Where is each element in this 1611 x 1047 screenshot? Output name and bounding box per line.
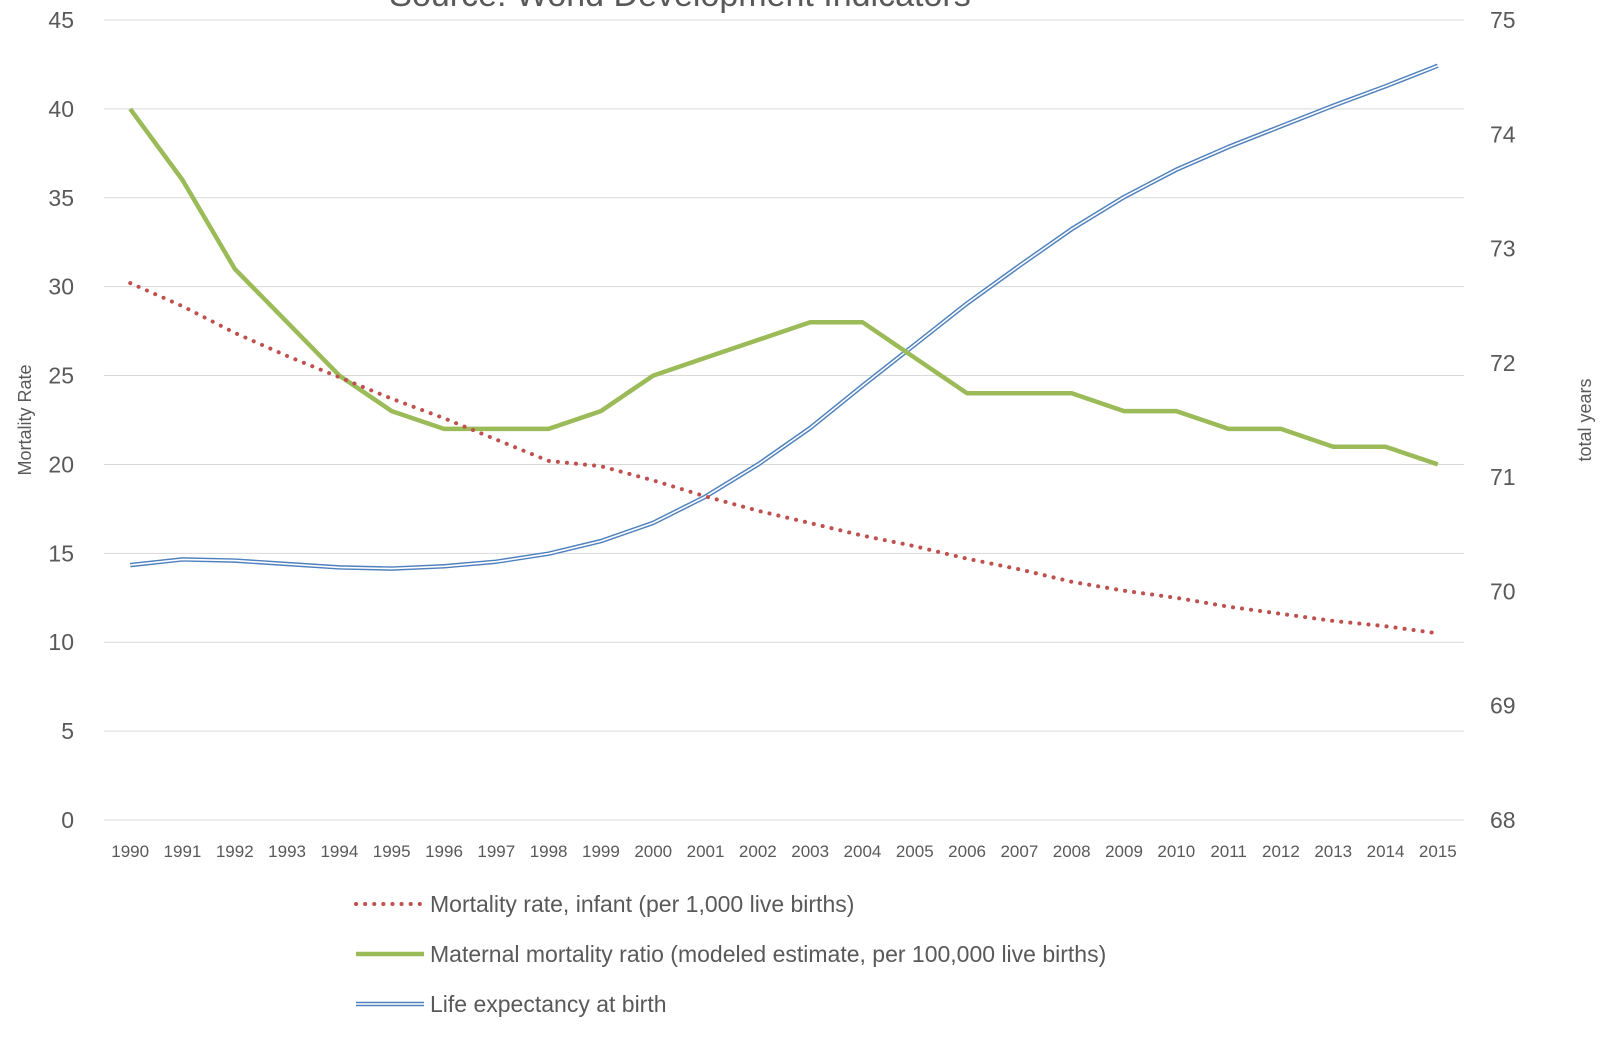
left-tick-label: 5 [61, 718, 74, 744]
x-tick-label: 1990 [111, 842, 149, 861]
left-tick-label: 15 [48, 540, 74, 566]
left-tick-label: 45 [48, 7, 74, 33]
x-tick-label: 1992 [216, 842, 254, 861]
x-tick-label: 2012 [1262, 842, 1300, 861]
right-tick-label: 72 [1490, 350, 1516, 376]
left-tick-label: 25 [48, 363, 74, 389]
gridlines [104, 19, 1464, 821]
x-tick-label: 2000 [634, 842, 672, 861]
x-tick-label: 2008 [1053, 842, 1091, 861]
left-tick-label: 0 [61, 807, 74, 833]
x-tick-label: 2014 [1367, 842, 1405, 861]
legend-label: Life expectancy at birth [430, 991, 667, 1017]
right-tick-label: 68 [1490, 807, 1516, 833]
right-axis-ticks: 68 69 70 71 72 73 74 75 [1490, 7, 1516, 833]
left-axis-title: Mortality Rate [15, 364, 35, 475]
right-tick-label: 69 [1490, 693, 1516, 719]
x-tick-label: 2001 [687, 842, 725, 861]
x-tick-label: 2007 [1000, 842, 1038, 861]
x-tick-label: 2002 [739, 842, 777, 861]
chart-title: Source: World Development Indicators [389, 0, 970, 14]
x-tick-label: 2013 [1314, 842, 1352, 861]
x-tick-label: 2009 [1105, 842, 1143, 861]
legend-label: Maternal mortality ratio (modeled estima… [430, 941, 1106, 967]
left-tick-label: 20 [48, 451, 74, 477]
x-axis-ticks: 1990 1991 1992 1993 1994 1995 1996 1997 1998 1999… [111, 842, 1457, 861]
legend: Mortality rate, infant (per 1,000 live b… [354, 891, 1106, 1017]
right-tick-label: 74 [1490, 121, 1516, 147]
left-tick-label: 35 [48, 185, 74, 211]
right-tick-label: 71 [1490, 464, 1516, 490]
right-axis-title: total years [1575, 378, 1595, 461]
infant-mortality-line [128, 281, 1440, 636]
left-tick-label: 30 [48, 274, 74, 300]
life-expectancy-line-inner [130, 64, 1439, 570]
left-axis-ticks: 0 5 10 15 20 25 30 35 40 45 [48, 7, 74, 833]
maternal-mortality-line [128, 107, 1439, 467]
x-tick-label: 1993 [268, 842, 306, 861]
right-tick-label: 70 [1490, 578, 1516, 604]
x-tick-label: 1997 [477, 842, 515, 861]
right-tick-label: 75 [1490, 7, 1516, 33]
x-tick-label: 2015 [1419, 842, 1457, 861]
x-tick-label: 2011 [1210, 842, 1247, 861]
right-tick-label: 73 [1490, 236, 1516, 262]
series-lines [128, 63, 1440, 636]
x-tick-label: 2005 [896, 842, 934, 861]
x-tick-label: 2003 [791, 842, 829, 861]
x-tick-label: 2010 [1157, 842, 1195, 861]
x-tick-label: 1998 [530, 842, 568, 861]
x-tick-label: 2006 [948, 842, 986, 861]
x-tick-label: 1994 [320, 842, 358, 861]
left-tick-label: 40 [48, 96, 74, 122]
left-tick-label: 10 [48, 629, 74, 655]
x-tick-label: 1999 [582, 842, 620, 861]
x-tick-label: 1991 [164, 842, 202, 861]
x-tick-label: 1996 [425, 842, 463, 861]
x-tick-label: 2004 [844, 842, 882, 861]
x-tick-label: 1995 [373, 842, 411, 861]
legend-label: Mortality rate, infant (per 1,000 live b… [430, 891, 854, 917]
